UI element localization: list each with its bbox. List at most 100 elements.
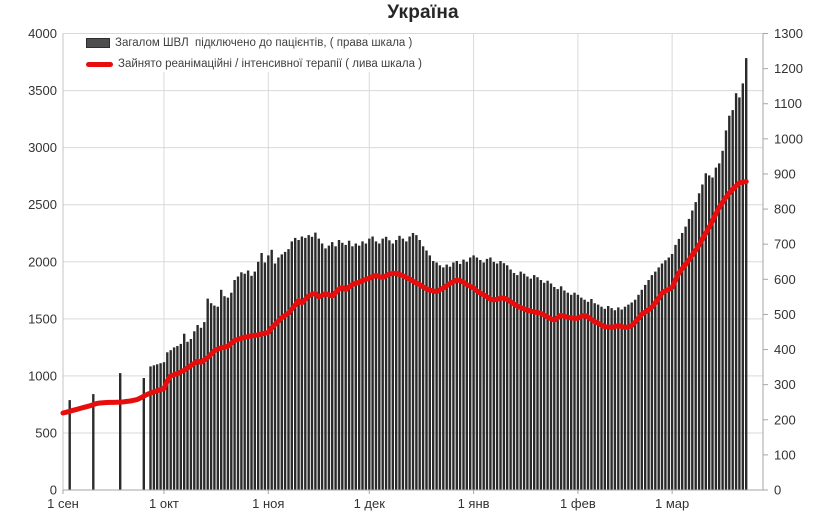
- bar: [647, 280, 650, 490]
- bar: [563, 290, 566, 490]
- bar: [492, 261, 495, 491]
- y-axis-right-label: 400: [774, 342, 796, 357]
- bar: [469, 257, 472, 490]
- bar: [240, 272, 243, 490]
- bar: [297, 240, 300, 490]
- bar: [610, 308, 613, 490]
- legend: Загалом ШВЛ підключено до пацієнтів, ( п…: [84, 35, 428, 72]
- bar: [479, 260, 482, 490]
- bar: [395, 240, 398, 490]
- bar: [341, 242, 344, 490]
- bar: [506, 265, 509, 490]
- y-axis-left-label: 3000: [28, 140, 57, 155]
- bar: [445, 264, 448, 490]
- bar: [677, 238, 681, 490]
- bar: [92, 394, 95, 490]
- bar: [734, 93, 738, 490]
- bar: [596, 304, 600, 490]
- bar: [570, 294, 573, 490]
- bar: [697, 193, 701, 491]
- bar: [119, 373, 122, 490]
- y-axis-right-label: 500: [774, 307, 796, 322]
- bar: [263, 262, 267, 490]
- bar: [169, 350, 172, 490]
- bar: [593, 303, 596, 490]
- bar: [209, 303, 213, 490]
- bar: [405, 241, 408, 490]
- bar: [516, 275, 519, 490]
- bar: [667, 257, 670, 490]
- bar: [684, 226, 687, 490]
- y-axis-right-label: 600: [774, 272, 796, 287]
- bar: [199, 327, 203, 490]
- bar: [415, 235, 418, 490]
- bar: [623, 306, 627, 490]
- y-axis-left-label: 1000: [28, 368, 57, 383]
- bar: [283, 251, 287, 490]
- bar: [721, 150, 724, 491]
- bar: [687, 218, 691, 490]
- bar: [536, 277, 539, 490]
- bar: [576, 294, 580, 490]
- legend-item-icu: Зайнято реанімаційні / інтенсивної терап…: [86, 58, 422, 70]
- y-axis-left-label: 500: [35, 425, 57, 440]
- bar: [724, 130, 728, 490]
- bar: [294, 237, 297, 490]
- y-axis-right-label: 700: [774, 237, 796, 252]
- bar: [68, 400, 71, 490]
- bar: [526, 276, 529, 490]
- bar: [378, 243, 381, 490]
- bar: [458, 263, 462, 490]
- bar: [428, 255, 431, 490]
- bar: [583, 299, 586, 490]
- bar: [442, 267, 445, 490]
- bar: [637, 294, 640, 490]
- bar: [351, 246, 354, 490]
- bar: [246, 270, 250, 490]
- bar: [475, 257, 479, 490]
- bar: [674, 244, 677, 490]
- bar: [260, 253, 263, 490]
- bar: [273, 263, 277, 490]
- y-axis-right-label: 1300: [774, 26, 803, 41]
- bar: [741, 83, 744, 491]
- bar: [236, 276, 240, 490]
- y-axis-left-label: 2500: [28, 197, 57, 212]
- legend-bar-swatch-icon: [86, 38, 110, 48]
- bar: [452, 262, 455, 490]
- bar: [660, 263, 664, 490]
- x-axis-label: 1 дек: [354, 496, 386, 511]
- bar: [347, 240, 351, 490]
- bar: [300, 236, 304, 490]
- bar: [522, 273, 526, 490]
- bar: [613, 310, 617, 490]
- bar: [310, 236, 314, 490]
- bar: [287, 249, 290, 490]
- bar: [553, 287, 556, 490]
- bar: [664, 260, 667, 490]
- bar: [189, 339, 193, 490]
- bar: [718, 163, 721, 490]
- bar: [580, 297, 583, 490]
- bar: [644, 284, 647, 490]
- bar: [408, 236, 411, 490]
- y-axis-right-label: 1000: [774, 131, 803, 146]
- x-axis-label: 1 сен: [47, 496, 79, 511]
- bar: [546, 280, 549, 490]
- bar: [499, 261, 502, 490]
- bar: [391, 243, 394, 490]
- bar: [455, 261, 458, 490]
- bar: [337, 240, 341, 490]
- bar: [226, 297, 230, 490]
- bar: [681, 233, 684, 490]
- bar: [559, 286, 563, 490]
- x-axis-label: 1 ноя: [252, 496, 284, 511]
- bar: [566, 292, 569, 490]
- bar: [701, 184, 704, 490]
- bar: [539, 280, 543, 490]
- chart-title: Україна: [387, 2, 459, 23]
- y-axis-right-label: 0: [774, 483, 781, 498]
- bar: [354, 243, 357, 490]
- bar: [519, 271, 522, 490]
